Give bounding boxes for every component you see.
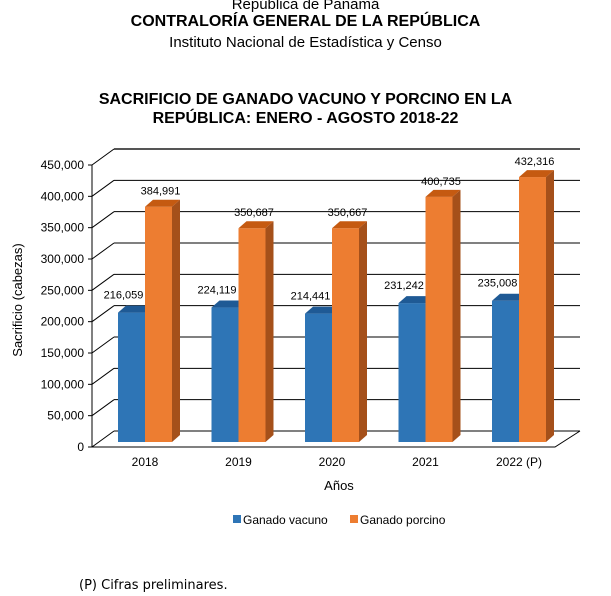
gridline-diagonal (91, 148, 115, 166)
bar-side-face (265, 221, 274, 442)
bar-porcino-2021 (425, 196, 453, 442)
gridline-diagonal (91, 211, 115, 229)
x-tick-label: 2019 (225, 455, 252, 469)
data-label: 432,316 (515, 156, 555, 168)
bar-side-face (546, 170, 554, 442)
data-label: 350,687 (234, 207, 274, 219)
legend-label: Ganado vacuno (243, 513, 328, 527)
y-tick-label: 200,000 (41, 315, 85, 329)
bar-porcino-2022 (P) (519, 177, 546, 442)
legend-swatch-1 (350, 515, 358, 523)
bar-side-face (359, 221, 367, 442)
data-label: 214,441 (291, 291, 331, 303)
bar-top-face (145, 199, 180, 207)
gridline-diagonal (91, 179, 115, 197)
y-tick-label: 100,000 (41, 377, 85, 391)
floor-edge (92, 430, 581, 448)
x-tick-label: 2022 (P) (496, 455, 542, 469)
gridline-diagonal (91, 336, 115, 354)
legend-label: Ganado porcino (360, 513, 446, 527)
x-tick-label: 2021 (412, 455, 439, 469)
data-label: 350,667 (328, 207, 368, 219)
bar-porcino-2020 (332, 228, 359, 442)
bar-top-face (238, 221, 274, 229)
bar-top-face (398, 296, 434, 304)
bar-vacuno-2021 (398, 303, 426, 442)
gridline-diagonal (91, 305, 115, 323)
header-org: CONTRALORÍA GENERAL DE LA REPÚBLICA (130, 13, 481, 30)
bar-vacuno-2019 (211, 307, 239, 442)
bar-top-face (519, 170, 554, 178)
bar-top-face (425, 189, 461, 197)
gridline-diagonal (91, 273, 115, 291)
data-label: 400,735 (421, 176, 461, 188)
y-tick-label: 50,000 (47, 409, 84, 423)
y-tick-label: 0 (77, 440, 84, 454)
chart-title: SACRIFICIO DE GANADO VACUNO Y PORCINO EN… (0, 90, 611, 128)
bar-porcino-2018 (145, 206, 172, 442)
x-axis-title: Años (324, 478, 354, 493)
data-label: 224,119 (198, 285, 237, 297)
data-label: 235,008 (478, 278, 518, 290)
bar-vacuno-2018 (118, 312, 145, 442)
chart-title-line-1: SACRIFICIO DE GANADO VACUNO Y PORCINO EN… (98, 91, 513, 108)
footnote: (P) Cifras preliminares. (79, 578, 228, 593)
data-label: 231,242 (384, 280, 424, 292)
gridline-diagonal (91, 367, 115, 385)
y-tick-label: 400,000 (41, 189, 85, 203)
bar-vacuno-2020 (305, 313, 332, 442)
gridline-diagonal (91, 242, 115, 260)
bar-vacuno-2022 (P) (492, 300, 519, 442)
header-institute: Instituto Nacional de Estadística y Cens… (169, 34, 442, 51)
y-tick-label: 450,000 (41, 158, 85, 172)
bar-top-face (332, 221, 367, 229)
bar-top-face (305, 306, 340, 314)
y-tick-label: 350,000 (41, 221, 85, 235)
gridline-diagonal (91, 430, 115, 448)
header-country: República de Panamá (231, 0, 380, 13)
data-label: 384,991 (141, 186, 181, 198)
gridline-diagonal (91, 399, 115, 417)
y-axis-title: Sacrificio (cabezas) (10, 243, 25, 356)
bar-top-face (211, 300, 247, 308)
bar-top-face (492, 293, 527, 301)
bar-side-face (172, 199, 180, 442)
bar-side-face (452, 189, 461, 442)
y-tick-label: 150,000 (41, 346, 85, 360)
bar-top-face (118, 305, 153, 313)
x-tick-label: 2020 (319, 455, 346, 469)
data-label: 216,059 (104, 290, 144, 302)
y-tick-label: 300,000 (41, 252, 85, 266)
x-tick-label: 2018 (132, 455, 159, 469)
legend-swatch-0 (233, 515, 241, 523)
chart-title-line-2: REPÚBLICA: ENERO - AGOSTO 2018-22 (152, 110, 459, 127)
y-tick-label: 250,000 (41, 283, 85, 297)
bar-porcino-2019 (238, 228, 266, 442)
